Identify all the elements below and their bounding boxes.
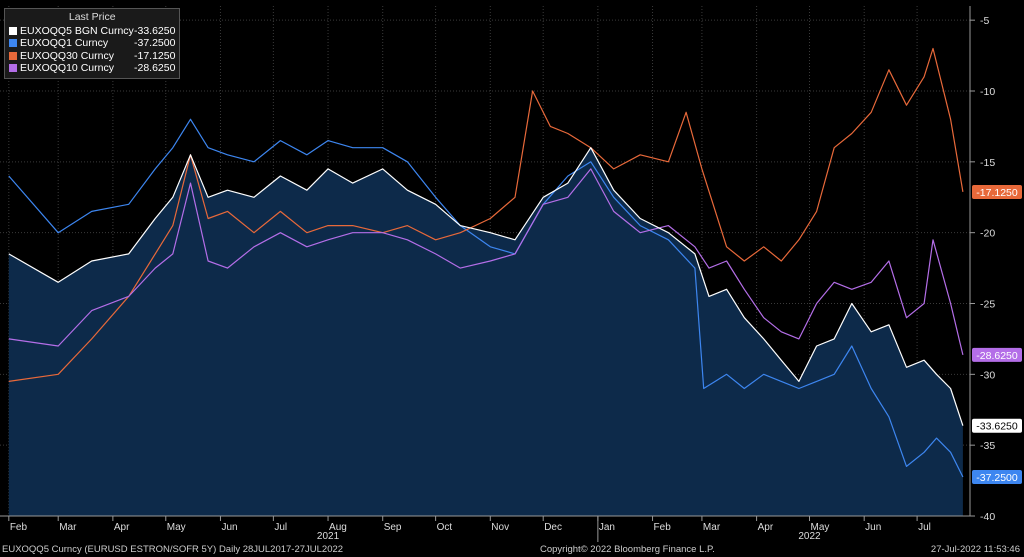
legend-swatch	[9, 39, 17, 48]
chart: -5 -10 -15 -20 -25 -30 -35 -40 Feb Mar Apr May Jun J…	[0, 6, 1022, 542]
legend-item: EUXOQQ10 Curncy -28.6250	[9, 62, 175, 75]
last-value-label: -17.1250	[976, 187, 1018, 199]
last-value-label: -28.6250	[976, 350, 1018, 362]
x-tick-label: Mar	[703, 522, 721, 533]
legend-swatch	[9, 64, 17, 73]
x-tick-label: Jun	[221, 522, 237, 533]
legend-series-name: EUXOQQ1 Curncy	[20, 37, 109, 49]
x-tick-label: Feb	[654, 522, 672, 533]
y-tick-label: -10	[980, 86, 995, 98]
y-tick-label: -5	[980, 15, 989, 27]
x-tick-label: May	[811, 522, 830, 533]
legend-series-value: -37.2500	[134, 37, 176, 49]
x-tick-label: Jul	[274, 522, 287, 533]
legend-swatch	[9, 51, 17, 60]
y-axis: -5 -10 -15 -20 -25 -30 -35 -40	[969, 6, 995, 523]
last-value-label: -33.6250	[976, 421, 1018, 433]
x-tick-label: Jul	[918, 522, 931, 533]
legend-series-value: -28.6250	[134, 62, 176, 74]
footer: EUXOQQ5 Curncy (EURUSD ESTRON/SOFR 5Y) D…	[0, 543, 1024, 557]
year-label: 2022	[798, 531, 821, 542]
y-tick-label: -40	[980, 511, 995, 523]
area-fill-path	[8, 147, 963, 516]
x-tick-label: Dec	[544, 522, 562, 533]
y-tick-label: -30	[980, 369, 995, 381]
x-tick-label: Oct	[437, 522, 453, 533]
y-tick-label: -15	[980, 157, 995, 169]
x-tick-label: Feb	[10, 522, 28, 533]
year-label: 2021	[317, 531, 340, 542]
last-value-label: -37.2500	[976, 472, 1018, 484]
x-tick-label: May	[167, 522, 186, 533]
series-lines	[8, 47, 964, 478]
y-tick-label: -25	[980, 299, 995, 311]
footer-copyright: Copyright© 2022 Bloomberg Finance L.P.	[540, 544, 715, 555]
last-value-tag	[972, 184, 1022, 199]
legend-item: EUXOQQ30 Curncy -17.1250	[9, 50, 175, 63]
last-value-tag	[972, 418, 1022, 433]
x-tick-label: Jan	[599, 522, 615, 533]
x-tick-label: Apr	[758, 522, 774, 533]
y-tick-label: -35	[980, 440, 995, 452]
legend: Last Price EUXOQQ5 BGN Curncy -33.6250 E…	[4, 8, 181, 79]
series-line	[8, 118, 964, 478]
legend-series-name: EUXOQQ30 Curncy	[20, 49, 114, 62]
x-axis: Feb Mar Apr May Jun Jul Aug Sep Oct Nov Dec Jan Feb M…	[0, 515, 970, 542]
y-tick-label: -20	[980, 228, 995, 240]
series-line	[8, 168, 964, 356]
legend-item: EUXOQQ5 BGN Curncy -33.6250	[9, 25, 175, 38]
series-line	[8, 47, 964, 382]
x-tick-label: Jun	[865, 522, 881, 533]
legend-series-name: EUXOQQ5 BGN Curncy	[20, 24, 134, 37]
x-tick-label: Apr	[114, 522, 130, 533]
last-value-tag	[972, 347, 1022, 362]
x-tick-label: Aug	[329, 522, 347, 533]
x-tick-label: Mar	[59, 522, 77, 533]
footer-timestamp: 27-Jul-2022 11:53:46	[930, 544, 1020, 555]
legend-series-name: EUXOQQ10 Curncy	[20, 62, 114, 74]
legend-item: EUXOQQ1 Curncy -37.2500	[9, 37, 175, 50]
last-value-tags: -33.6250 -37.2500 -17.1250 -28.6250	[972, 184, 1022, 485]
x-tick-label: Sep	[384, 522, 402, 533]
legend-title: Last Price	[68, 11, 116, 23]
area-fill	[8, 147, 963, 516]
footer-source: EUXOQQ5 Curncy (EURUSD ESTRON/SOFR 5Y) D…	[2, 544, 344, 555]
x-tick-label: Nov	[491, 522, 509, 533]
legend-series-value: -33.6250	[134, 24, 176, 37]
legend-series-value: -17.1250	[134, 49, 176, 62]
last-value-tag	[972, 470, 1022, 485]
legend-swatch	[9, 26, 17, 35]
series-line	[8, 147, 964, 426]
